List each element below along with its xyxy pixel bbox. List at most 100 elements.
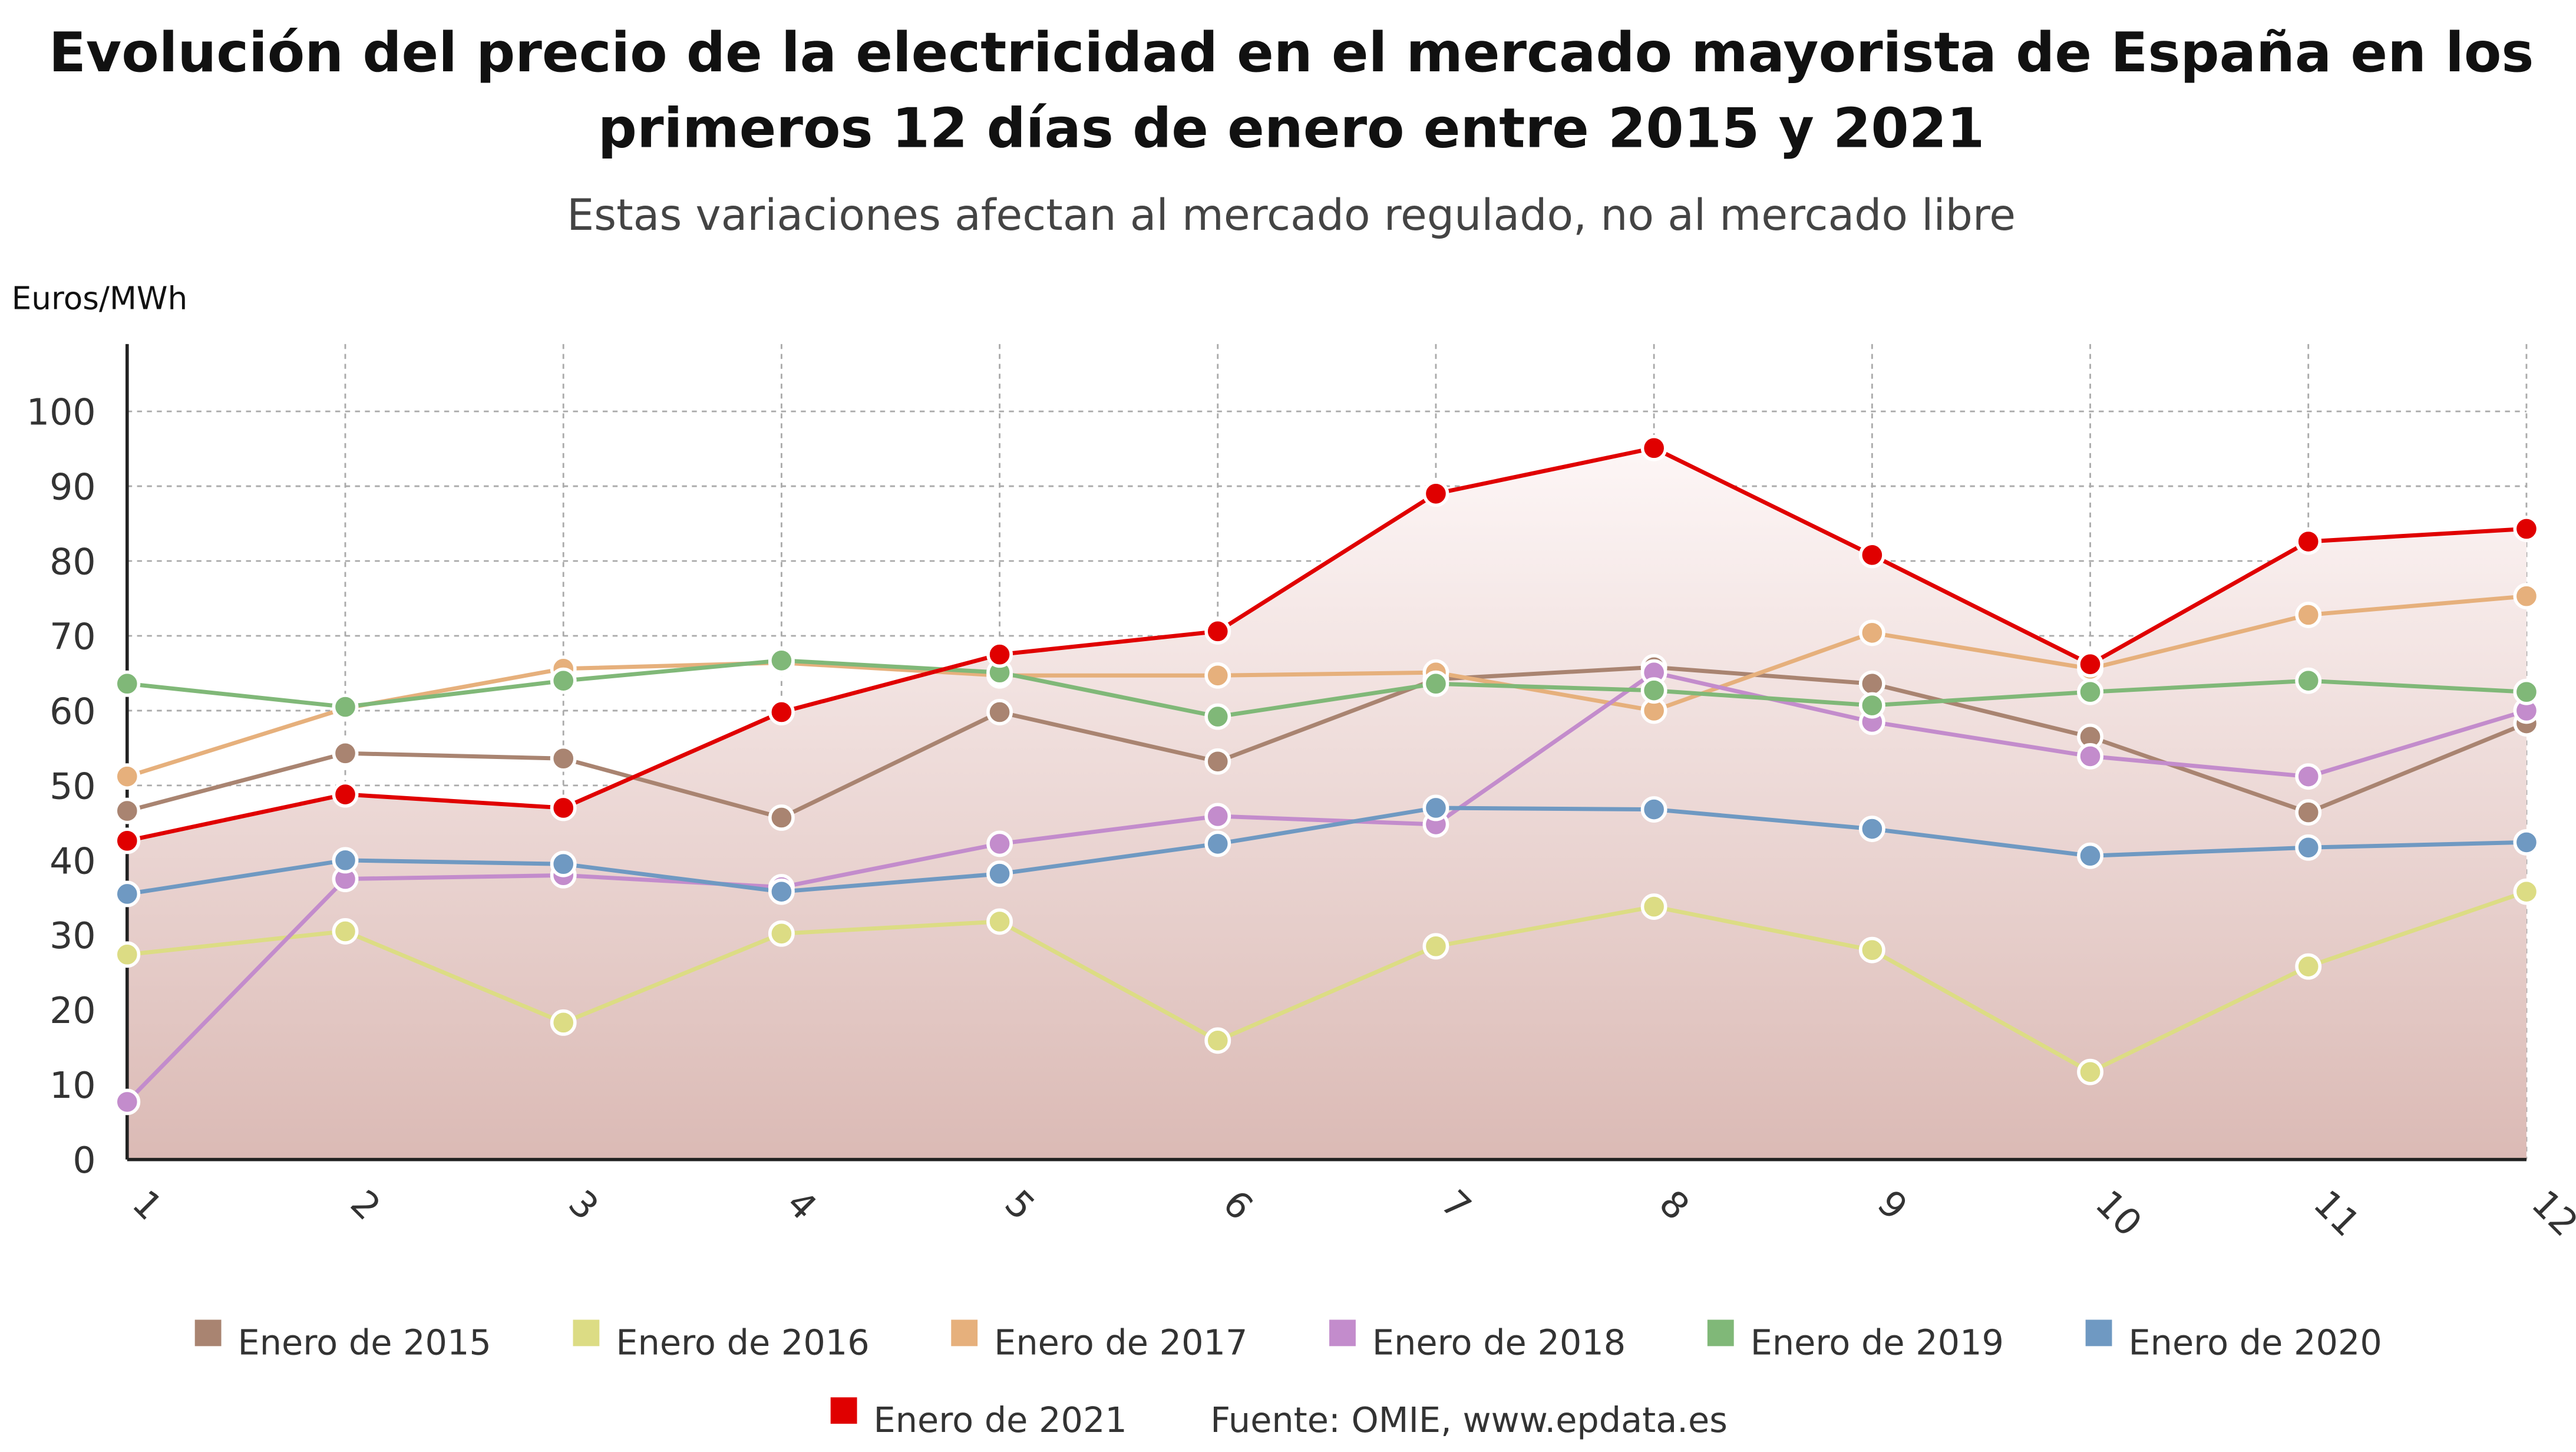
data-point: [2295, 799, 2322, 826]
data-point: [1204, 703, 1231, 730]
data-point: [768, 804, 795, 831]
data-point: [550, 1009, 577, 1036]
data-point: [1640, 893, 1667, 920]
data-point: [2077, 742, 2103, 770]
legend-label: Enero de 2018: [1372, 1322, 1626, 1362]
data-point: [550, 794, 577, 821]
data-point: [1422, 794, 1449, 821]
data-point: [2513, 583, 2540, 610]
chart-title-line-2: primeros 12 días de enero entre 2015 y 2…: [598, 97, 1985, 160]
x-tick-label: 6: [1215, 1182, 1261, 1229]
data-point: [2295, 602, 2322, 628]
data-point: [1858, 670, 1885, 697]
data-point: [2077, 678, 2103, 705]
data-point: [114, 880, 141, 908]
x-tick-label: 2: [342, 1182, 389, 1229]
series-layer: [114, 434, 2540, 1116]
data-point: [986, 641, 1013, 668]
y-tick-label: 10: [49, 1064, 95, 1107]
data-point: [1858, 692, 1885, 719]
data-point: [2077, 651, 2103, 678]
data-point: [986, 699, 1013, 725]
data-point: [1422, 670, 1449, 697]
series-line: [127, 889, 2528, 1075]
legend-label: Enero de 2021: [874, 1400, 1127, 1440]
data-point: [2513, 678, 2540, 705]
x-tick-label: 9: [1869, 1182, 1916, 1229]
legend-swatch: [194, 1319, 222, 1347]
legend-swatch: [2085, 1319, 2112, 1347]
y-tick-label: 80: [49, 540, 95, 583]
data-point: [1858, 816, 1885, 842]
legend-swatch: [830, 1397, 857, 1424]
data-point: [550, 745, 577, 772]
data-point: [332, 847, 359, 874]
legend-swatch: [573, 1319, 600, 1347]
data-point: [2513, 516, 2540, 542]
series-line: [126, 670, 2527, 1104]
data-point: [1422, 480, 1449, 507]
data-point: [114, 1088, 141, 1116]
data-point: [332, 781, 359, 808]
data-point: [1204, 662, 1231, 689]
y-axis-label: Euros/MWh: [12, 280, 188, 316]
data-point: [1204, 1027, 1231, 1054]
y-tick-label: 0: [72, 1139, 95, 1182]
data-point: [332, 694, 359, 721]
legend-label: Enero de 2015: [238, 1322, 491, 1362]
data-point: [1640, 677, 1667, 704]
x-tick-label: 10: [2088, 1182, 2150, 1245]
data-point: [2295, 763, 2322, 790]
y-tick-label: 50: [49, 765, 95, 807]
data-point: [2513, 829, 2540, 856]
data-point: [768, 647, 795, 674]
data-point: [2295, 667, 2322, 694]
y-tick-label: 30: [49, 915, 95, 957]
data-point: [1204, 618, 1231, 645]
y-tick-label: 70: [49, 615, 95, 658]
x-tick-label: 11: [2306, 1182, 2368, 1245]
data-point: [114, 670, 141, 697]
data-point: [1204, 748, 1231, 775]
data-point: [2295, 528, 2322, 555]
y-tick-label: 60: [49, 690, 95, 732]
data-point: [1858, 619, 1885, 646]
data-point: [768, 878, 795, 905]
data-point: [1858, 542, 1885, 569]
data-point: [114, 941, 141, 968]
data-point: [114, 797, 141, 824]
data-point: [986, 830, 1013, 857]
data-point: [1204, 803, 1231, 830]
data-point: [332, 740, 359, 767]
series-line: [127, 446, 2527, 843]
x-tick-label: 3: [560, 1182, 607, 1229]
data-point: [114, 827, 141, 854]
data-point: [768, 920, 795, 947]
data-point: [1858, 936, 1885, 963]
y-tick-label: 40: [49, 840, 95, 882]
legend-label: Enero de 2020: [2129, 1322, 2382, 1362]
x-tick-label: 1: [124, 1182, 171, 1229]
x-tick-label: 12: [2524, 1182, 2576, 1245]
legend-label: Enero de 2019: [1751, 1322, 2004, 1362]
legend-label: Enero de 2017: [994, 1322, 1247, 1362]
x-tick-label: 8: [1651, 1182, 1697, 1229]
legend-swatch: [1329, 1319, 1356, 1347]
data-point: [2295, 834, 2322, 861]
data-point: [1640, 434, 1667, 461]
data-point: [2077, 842, 2103, 869]
y-tick-label: 90: [49, 466, 95, 508]
x-tick-label: 5: [997, 1182, 1043, 1229]
legend-swatch: [1707, 1319, 1734, 1347]
data-point: [550, 667, 577, 694]
series-line: [126, 665, 2528, 820]
series-line: [127, 806, 2527, 896]
source-note: Fuente: OMIE, www.epdata.es: [1210, 1400, 1728, 1440]
data-point: [1640, 796, 1667, 823]
data-point: [1422, 933, 1449, 960]
data-point: [1204, 830, 1231, 857]
legend: Enero de 2015 Enero de 2016 Enero de 2017 E…: [194, 1319, 2382, 1440]
y-tick-label: 20: [49, 989, 95, 1032]
series-line: [126, 594, 2527, 779]
data-point: [332, 918, 359, 945]
